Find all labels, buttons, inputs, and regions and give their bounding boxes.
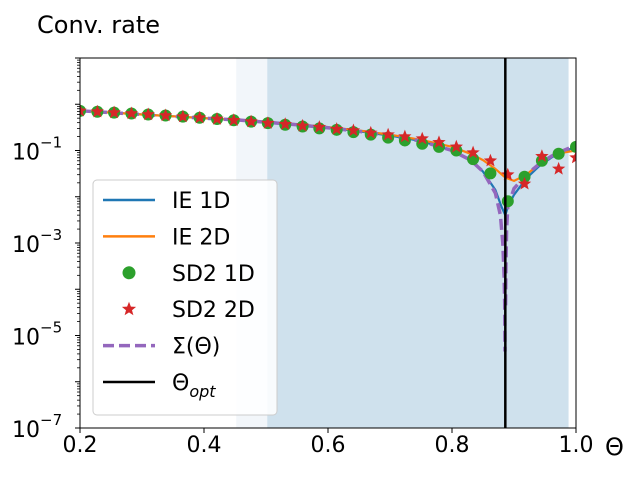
sd2-1d-point bbox=[484, 167, 497, 180]
y-tick-label: 10−7 bbox=[12, 411, 62, 443]
legend-label: Θopt bbox=[172, 371, 216, 401]
legend-label: SD2 2D bbox=[172, 298, 255, 323]
legend-label: IE 1D bbox=[172, 189, 230, 214]
sd2-1d-point bbox=[552, 147, 565, 160]
y-axis: 10−7 10−5 10−3 10−1 bbox=[12, 57, 80, 443]
sd2-2d-point bbox=[176, 109, 190, 123]
sd2-2d-point bbox=[330, 122, 344, 135]
x-axis: 0.2 0.4 0.6 0.8 1.0 bbox=[63, 428, 594, 458]
sd2-2d-point bbox=[415, 131, 429, 145]
sd2-2d-point bbox=[244, 114, 258, 128]
sd2-2d-point bbox=[569, 150, 576, 164]
chart-title: Conv. rate bbox=[37, 11, 160, 39]
sd2-1d-point bbox=[518, 170, 531, 183]
legend-box bbox=[92, 179, 278, 416]
x-tick-label: 0.8 bbox=[435, 433, 470, 458]
legend-label: SD2 1D bbox=[172, 262, 255, 287]
legend-label: IE 2D bbox=[172, 225, 230, 250]
x-tick-label: 0.4 bbox=[187, 433, 222, 458]
legend-circle-icon bbox=[122, 266, 136, 280]
sd2-1d-point bbox=[570, 140, 576, 153]
sd2-2d-point bbox=[432, 135, 446, 148]
y-tick-label: 10−1 bbox=[12, 134, 62, 166]
legend-entry: IE 1D bbox=[103, 189, 230, 214]
sd2-2d-point bbox=[210, 112, 224, 125]
sd2-2d-point bbox=[398, 129, 412, 143]
sd2-2d-point bbox=[227, 113, 241, 126]
sd2-1d-point bbox=[398, 134, 411, 147]
sd2-2d-point bbox=[381, 127, 395, 141]
legend: IE 1D IE 2D SD2 1D SD2 2D Σ(Θ) Θopt bbox=[92, 179, 278, 416]
legend-entry: SD2 1D bbox=[122, 262, 255, 287]
x-tick-label: 0.6 bbox=[311, 433, 346, 458]
y-tick-label: 10−5 bbox=[12, 319, 62, 351]
sd2-2d-point bbox=[346, 123, 361, 137]
sd2-2d-point bbox=[158, 108, 173, 122]
sd2-1d-point bbox=[501, 195, 514, 208]
sd2-2d-point bbox=[124, 106, 139, 120]
x-axis-label: Θ bbox=[605, 433, 624, 461]
shaded-regions bbox=[236, 58, 569, 428]
legend-label: Σ(Θ) bbox=[172, 335, 220, 360]
legend-entry: SD2 2D bbox=[121, 298, 255, 323]
sd2-2d-point bbox=[107, 105, 121, 119]
legend-entry: Σ(Θ) bbox=[103, 335, 220, 360]
sd2-2d-point bbox=[449, 139, 463, 153]
sd2-2d-point bbox=[501, 167, 515, 181]
sd2-2d-point bbox=[364, 125, 378, 139]
sd2-2d-point bbox=[80, 103, 87, 117]
sd2-2d-point bbox=[483, 153, 498, 167]
legend-star-icon bbox=[121, 301, 137, 316]
x-tick-label: 1.0 bbox=[559, 433, 594, 458]
shaded-region-2 bbox=[267, 58, 569, 428]
sd2-2d-point bbox=[517, 176, 532, 190]
sd2-2d-point bbox=[535, 149, 549, 162]
legend-entry: IE 2D bbox=[103, 225, 230, 250]
plot-area bbox=[80, 103, 576, 352]
sd2-2d-point bbox=[193, 110, 207, 124]
y-tick-label: 10−3 bbox=[12, 226, 62, 258]
sd2-2d-point bbox=[141, 107, 155, 121]
sd2-2d-point bbox=[278, 117, 292, 130]
sd2-2d-point bbox=[466, 145, 480, 159]
legend-entry: Θopt bbox=[103, 371, 216, 401]
sd2-2d-point bbox=[90, 104, 104, 118]
sd2-2d-point bbox=[295, 118, 310, 132]
sd2-2d-point bbox=[552, 161, 566, 175]
sd2-2d-point bbox=[261, 116, 275, 129]
x-tick-label: 0.2 bbox=[63, 433, 98, 458]
sd2-2d-point bbox=[312, 120, 326, 133]
